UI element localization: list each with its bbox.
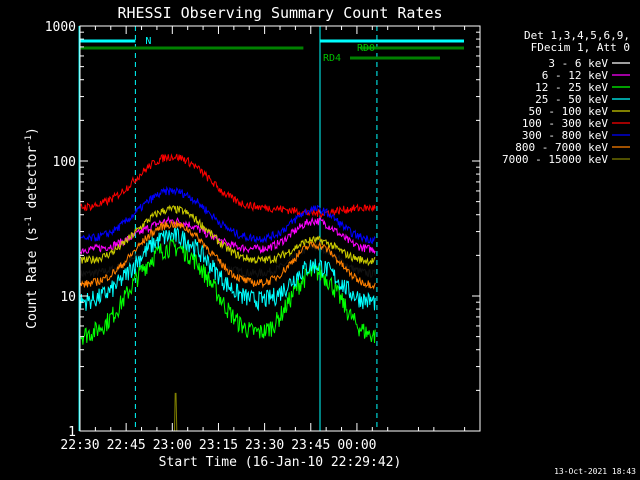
legend: Det 1,3,4,5,6,9, FDecim 1, Att 0 3 - 6 k…	[502, 29, 630, 166]
series-line-3	[80, 226, 376, 312]
x-tick-label: 23:30	[245, 438, 284, 453]
y-tick-label: 1	[68, 425, 76, 440]
x-tick-label: 22:30	[60, 438, 99, 453]
legend-entry-label: 7000 - 15000 keV	[502, 153, 608, 166]
legend-entry-label: 50 - 100 keV	[529, 105, 609, 118]
timestamp: 13-Oct-2021 18:43	[554, 467, 636, 476]
series-line-5	[80, 153, 376, 218]
night-label: N	[145, 36, 151, 47]
legend-entry-label: 12 - 25 keV	[535, 81, 608, 94]
series-line-0	[80, 238, 376, 279]
rd0-label: RD0	[357, 43, 375, 54]
rd4-label: RD4	[323, 53, 341, 64]
x-tick-label: 00:00	[337, 438, 376, 453]
series-line-4	[80, 204, 376, 267]
y-tick-label: 1000	[45, 20, 76, 35]
legend-entry-label: 3 - 6 keV	[548, 57, 608, 70]
legend-entry-label: 6 - 12 keV	[542, 69, 609, 82]
y-axis-label: Count Rate (s-1 detector-1)	[24, 127, 40, 329]
legend-header-line-2: FDecim 1, Att 0	[531, 41, 630, 54]
x-tick-label: 23:15	[199, 438, 238, 453]
axis-ticks: 22:30 22:45 23:00 23:15 23:30 23:45 00:00 1 10 10…	[45, 20, 481, 453]
plot-overlays: N RD0 RD4	[78, 26, 464, 431]
legend-entry-label: 100 - 300 keV	[522, 117, 608, 130]
x-tick-label: 22:45	[107, 438, 146, 453]
x-tick-label: 23:00	[153, 438, 192, 453]
x-axis-label: Start Time (16-Jan-10 22:29:42)	[159, 455, 402, 470]
x-tick-label: 23:45	[291, 438, 330, 453]
y-tick-label: 10	[60, 290, 76, 305]
legend-entry-label: 800 - 7000 keV	[515, 141, 608, 154]
legend-entry-label: 300 - 800 keV	[522, 129, 608, 142]
series-line-7	[80, 220, 376, 290]
series-line-2	[80, 237, 376, 345]
series-line-6	[80, 185, 376, 245]
y-tick-label: 100	[53, 155, 76, 170]
legend-header-line-1: Det 1,3,4,5,6,9,	[524, 29, 630, 42]
chart-title: RHESSI Observing Summary Count Rates	[117, 4, 442, 22]
legend-entry-label: 25 - 50 keV	[535, 93, 608, 106]
